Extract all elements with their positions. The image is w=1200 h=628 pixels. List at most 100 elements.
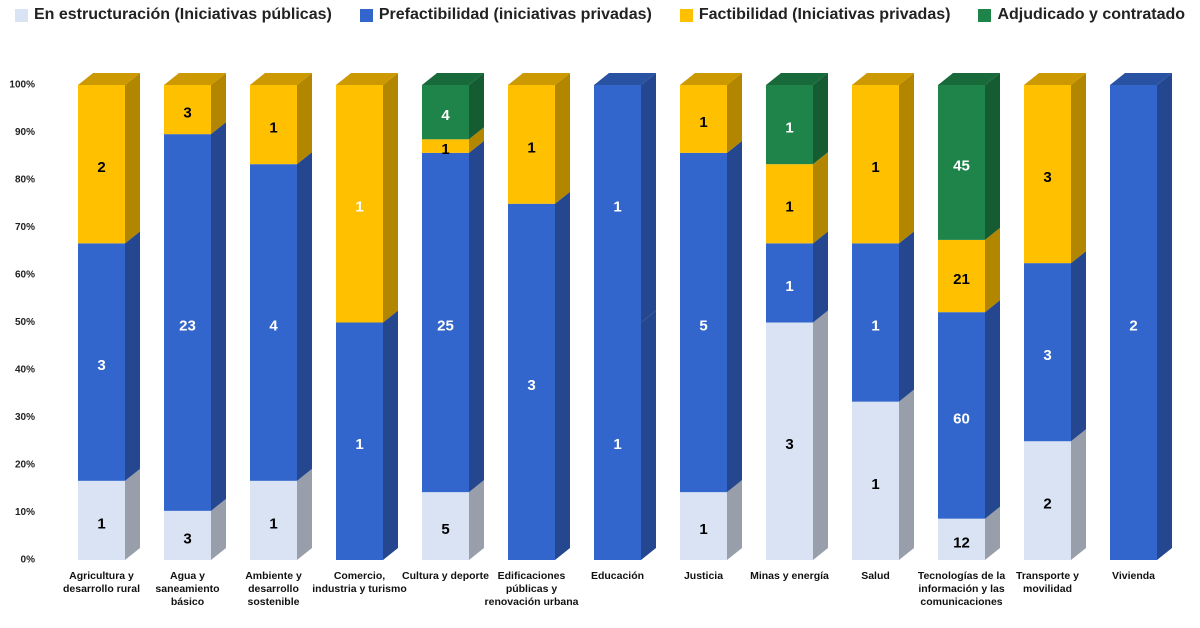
data-label: 5 [441, 521, 449, 538]
bar [1024, 85, 1071, 264]
bar-side [727, 140, 742, 493]
y-tick-label: 30% [15, 412, 35, 423]
bar-top [1110, 73, 1172, 85]
legend-swatch [14, 8, 28, 22]
data-label: 23 [179, 317, 196, 334]
legend-label: En estructuración (Iniciativas públicas) [33, 6, 332, 23]
legend-item: Factibilidad (Iniciativas privadas) [679, 6, 951, 24]
bar [1110, 85, 1157, 560]
bar [938, 239, 985, 313]
y-tick-label: 100% [9, 80, 35, 91]
x-tick-label: Transporte y movilidad [1015, 570, 1080, 595]
bar [766, 164, 813, 244]
legend-item: Prefactibilidad (iniciativas privadas) [359, 6, 652, 24]
bar-side [125, 73, 140, 244]
bar-side [383, 310, 398, 560]
y-tick-label: 50% [15, 317, 35, 328]
bar [594, 85, 641, 323]
data-label: 1 [527, 139, 535, 156]
bar [422, 85, 469, 140]
bar-top [680, 73, 742, 85]
legend-item: Adjudicado y contratado [978, 6, 1185, 24]
x-tick-label: Agua y saneamiento básico [155, 570, 220, 608]
bar-top [78, 73, 140, 85]
bar-side [469, 73, 484, 140]
bar-top [938, 73, 1000, 85]
bar-top [336, 73, 398, 85]
data-label: 1 [699, 114, 707, 131]
y-tick-label: 70% [15, 222, 35, 233]
bar-side [211, 122, 226, 511]
bar-side [899, 389, 914, 560]
data-label: 3 [1043, 347, 1051, 364]
y-tick-label: 10% [15, 507, 35, 518]
bar-side [985, 73, 1000, 240]
legend-swatch [978, 8, 992, 22]
data-label: 12 [953, 534, 970, 551]
bar [766, 322, 813, 560]
bar [938, 85, 985, 240]
bar [680, 492, 727, 560]
data-label: 1 [355, 199, 363, 216]
bar [938, 518, 985, 560]
data-label: 5 [699, 317, 707, 334]
data-label: 1 [97, 515, 105, 532]
bar [508, 203, 555, 560]
bar-side [297, 468, 312, 560]
legend-label: Prefactibilidad (iniciativas privadas) [378, 6, 652, 23]
bar-side [813, 73, 828, 165]
y-tick-label: 40% [15, 365, 35, 376]
bar-side [985, 506, 1000, 560]
x-tick-label: Agricultura y desarrollo rural [62, 570, 141, 595]
bar [336, 322, 383, 560]
bar [680, 85, 727, 153]
bar-side [297, 152, 312, 481]
x-tick-label: Ambiente y desarrollo sostenible [245, 570, 302, 608]
bar-side [727, 73, 742, 153]
bar-side [125, 468, 140, 560]
data-label: 3 [527, 377, 535, 394]
data-label: 1 [871, 476, 879, 493]
data-label: 4 [441, 107, 450, 124]
bar [852, 85, 899, 244]
legend: En estructuración (Iniciativas públicas)… [0, 6, 1200, 24]
data-label: 1 [871, 159, 879, 176]
bar-top [1024, 73, 1086, 85]
bar [336, 85, 383, 323]
x-tick-label: Cultura y deporte [402, 570, 489, 582]
data-label: 3 [183, 105, 191, 122]
data-label: 1 [441, 141, 449, 158]
bar [422, 139, 469, 153]
y-tick-label: 80% [15, 175, 35, 186]
x-tick-label: Vivienda [1112, 570, 1155, 582]
data-label: 45 [953, 157, 970, 174]
bar-top [594, 73, 656, 85]
data-label: 3 [1043, 169, 1051, 186]
y-tick-label: 20% [15, 460, 35, 471]
bar-side [899, 73, 914, 244]
data-label: 2 [1043, 496, 1051, 513]
bar [164, 510, 211, 560]
bar [78, 85, 125, 244]
data-label: 1 [355, 436, 363, 453]
y-tick-label: 60% [15, 270, 35, 281]
bar [164, 85, 211, 135]
bar [1024, 441, 1071, 560]
bar-side [641, 73, 656, 323]
bar [78, 480, 125, 560]
data-label: 1 [699, 521, 707, 538]
legend-label: Factibilidad (Iniciativas privadas) [698, 6, 951, 23]
bar-top [250, 73, 312, 85]
bar-side [1071, 251, 1086, 442]
bar-side [985, 300, 1000, 519]
data-label: 3 [785, 436, 793, 453]
bar-side [1071, 429, 1086, 560]
bar [78, 243, 125, 481]
data-label: 2 [97, 159, 105, 176]
data-label: 25 [437, 317, 454, 334]
bar-side [641, 310, 656, 560]
bar-side [383, 73, 398, 323]
x-tick-label: Educación [590, 570, 645, 582]
bar [250, 85, 297, 165]
